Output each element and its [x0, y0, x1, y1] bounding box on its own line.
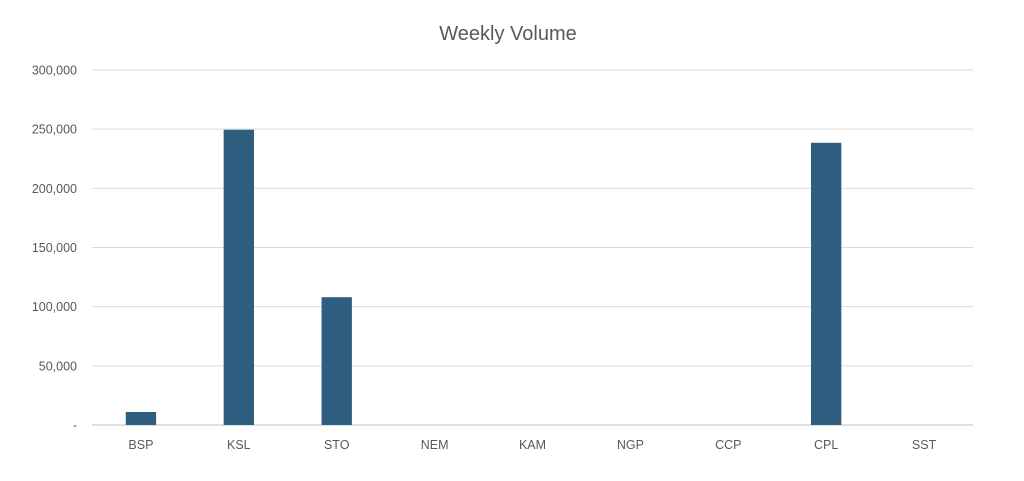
- chart-title: Weekly Volume: [439, 23, 576, 45]
- x-tick-label-bsp: BSP: [128, 438, 153, 452]
- x-tick-label-kam: KAM: [519, 438, 546, 452]
- bars: [125, 129, 842, 425]
- x-tick-label-nem: NEM: [421, 438, 449, 452]
- y-tick-label: 100,000: [32, 300, 77, 314]
- x-tick-label-sst: SST: [912, 438, 937, 452]
- y-tick-label: 300,000: [32, 64, 77, 78]
- bar-cpl: [810, 142, 842, 425]
- x-tick-label-cpl: CPL: [814, 438, 838, 452]
- x-tick-label-ksl: KSL: [227, 438, 251, 452]
- bar-bsp: [125, 411, 157, 425]
- y-tick-label: 250,000: [32, 123, 77, 137]
- y-tick-label: 150,000: [32, 241, 77, 255]
- x-tick-label-ccp: CCP: [715, 438, 741, 452]
- bar-ksl: [223, 129, 255, 425]
- x-tick-label-ngp: NGP: [617, 438, 644, 452]
- y-axis-tick-labels: - 50,000 100,000 150,000 200,000 250,000 300,0…: [32, 64, 77, 433]
- x-tick-label-sto: STO: [324, 438, 350, 452]
- y-tick-label: -: [73, 419, 77, 433]
- y-tick-label: 50,000: [39, 359, 77, 373]
- bar-sto: [321, 297, 352, 425]
- x-axis-tick-labels: BSP KSL STO NEM KAM NGP CCP CPL SST: [128, 438, 936, 452]
- y-tick-label: 200,000: [32, 182, 77, 196]
